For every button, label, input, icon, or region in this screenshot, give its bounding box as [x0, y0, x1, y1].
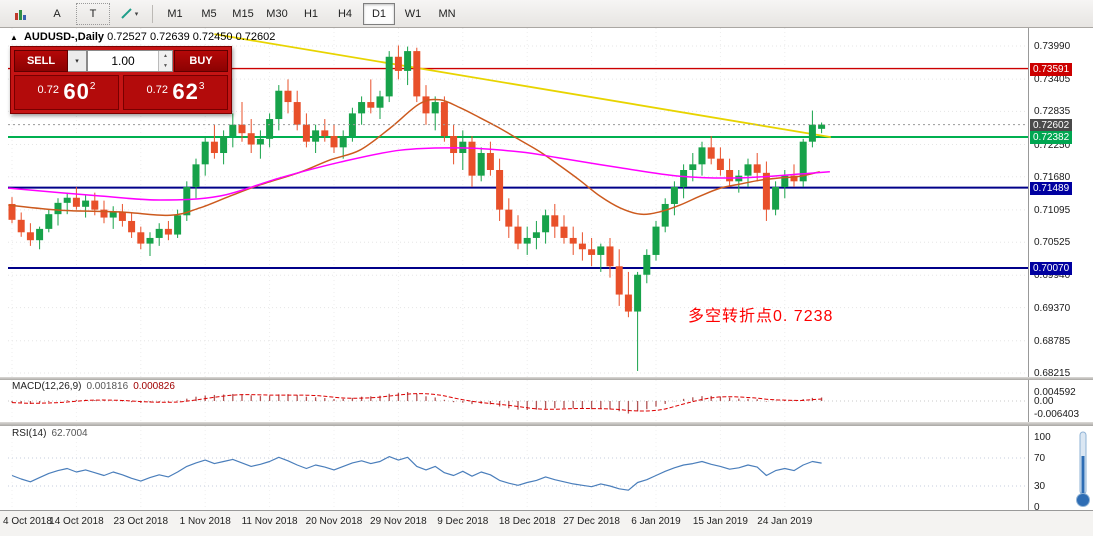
- dropdown-caret-icon: ▾: [134, 10, 139, 18]
- cursor-tool-button[interactable]: A: [53, 7, 61, 20]
- macd-canvas: [8, 380, 1028, 422]
- price-tag: 0.72382: [1030, 131, 1073, 145]
- macd-name: MACD(12,26,9): [12, 381, 82, 392]
- one-click-trading-panel: SELL ▾ 1.00 ▲ ▼ BUY 0.72 602 0.72 623: [10, 46, 232, 114]
- rsi-axis-label: 30: [1034, 481, 1046, 492]
- price-axis-label: 0.71680: [1034, 171, 1071, 183]
- timeframe-button-M15[interactable]: M15: [232, 7, 254, 20]
- price-annotation: 多空转折点0. 7238: [688, 308, 834, 325]
- buy-price-display[interactable]: 0.72 623: [123, 75, 228, 110]
- date-label: 24 Jan 2019: [757, 516, 813, 527]
- pane-splitter[interactable]: [0, 377, 1093, 380]
- chart-title: ▲ AUDUSD-,Daily 0.72527 0.72639 0.72450 …: [10, 31, 275, 43]
- timeframe-button-D1[interactable]: D1: [363, 2, 395, 25]
- rsi-axis-label: 70: [1034, 453, 1046, 464]
- macd-axis-label: 0.004592: [1034, 386, 1076, 398]
- timeframe-button-M1[interactable]: M1: [167, 7, 183, 20]
- timeframe-button-M30[interactable]: M30: [266, 7, 288, 20]
- toolbar-separator: [152, 4, 153, 23]
- volume-stepper[interactable]: ▲ ▼: [158, 51, 172, 71]
- price-axis-label: 0.73405: [1034, 74, 1071, 86]
- rsi-canvas: [8, 426, 1028, 510]
- date-label: 6 Jan 2019: [631, 516, 681, 527]
- timeframe-button-MN[interactable]: MN: [438, 7, 456, 20]
- rsi-axis-label: 100: [1034, 432, 1051, 443]
- date-label: 23 Oct 2018: [113, 516, 169, 527]
- thermometer-icon: [1076, 430, 1090, 515]
- macd-value-1: 0.001816: [86, 381, 129, 392]
- buy-price-big: 62: [172, 79, 199, 104]
- chart-arrow-icon: ▲: [10, 33, 18, 42]
- price-tag: 0.73591: [1030, 62, 1073, 76]
- date-label: 18 Dec 2018: [498, 516, 556, 527]
- sell-price-display[interactable]: 0.72 602: [14, 75, 119, 110]
- date-label: 20 Nov 2018: [305, 516, 363, 527]
- price-axis[interactable]: 0.73990 0.73405 0.72835 0.72250 0.71680 0.710…: [1028, 0, 1093, 535]
- buy-price-sup: 3: [198, 81, 205, 92]
- pane-splitter[interactable]: [0, 422, 1093, 426]
- price-axis-label: 0.68215: [1034, 367, 1071, 379]
- rsi-axis-label: 0: [1034, 502, 1040, 513]
- mini-chart-icon: [15, 9, 26, 20]
- ohlc-values: 0.72527 0.72639 0.72450 0.72602: [107, 31, 276, 43]
- date-label: 1 Nov 2018: [179, 516, 231, 527]
- date-label: 15 Jan 2019: [692, 516, 748, 527]
- draw-tool-button[interactable]: ▾: [112, 3, 146, 25]
- rsi-label: RSI(14) 62.7004: [12, 428, 88, 439]
- symbol-period-label: AUDUSD-,Daily: [23, 31, 105, 43]
- timeframe-button-H1[interactable]: H1: [303, 7, 319, 20]
- stepper-down-icon[interactable]: ▼: [159, 61, 172, 71]
- sell-price-big: 60: [63, 79, 90, 104]
- sell-price-sup: 2: [89, 81, 96, 92]
- price-tag: 0.71489: [1030, 181, 1073, 195]
- price-axis-label: 0.69370: [1034, 302, 1071, 314]
- stepper-up-icon[interactable]: ▲: [159, 51, 172, 61]
- text-tool-button[interactable]: T: [76, 2, 110, 25]
- timeframe-group: M1 M5 M15 M30 H1 H4 D1 W1 MN: [158, 2, 464, 25]
- chart-window-button[interactable]: [4, 3, 38, 25]
- date-label: 9 Dec 2018: [437, 516, 489, 527]
- timeframe-button-H4[interactable]: H4: [337, 7, 353, 20]
- macd-label: MACD(12,26,9) 0.001816 0.000826: [12, 381, 175, 392]
- rsi-name: RSI(14): [12, 428, 47, 439]
- volume-value: 1.00: [111, 54, 135, 68]
- price-axis-label: 0.73990: [1034, 41, 1071, 52]
- price-axis-border: [1028, 28, 1029, 510]
- trendline-tool-icon: [121, 8, 132, 19]
- price-axis-label: 0.71095: [1034, 204, 1071, 216]
- date-label: 11 Nov 2018: [241, 516, 298, 527]
- timeframe-button-W1[interactable]: W1: [404, 7, 422, 20]
- main-chart-canvas[interactable]: [8, 28, 1028, 377]
- time-axis[interactable]: 4 Oct 2018 14 Oct 2018 23 Oct 2018 1 Nov 20…: [0, 510, 1093, 536]
- price-axis-label: 0.70525: [1034, 237, 1071, 249]
- rsi-value: 62.7004: [51, 428, 88, 439]
- price-tag: 0.70070: [1030, 261, 1073, 275]
- timeframe-button-M5[interactable]: M5: [201, 7, 217, 20]
- date-label: 4 Oct 2018: [3, 516, 52, 527]
- volume-input[interactable]: 1.00 ▲ ▼: [87, 50, 173, 72]
- price-axis-label: 0.72250: [1034, 139, 1071, 151]
- sell-price-small: 0.72: [37, 84, 59, 96]
- sell-button[interactable]: SELL: [14, 50, 68, 72]
- macd-axis-label: 0.00: [1034, 396, 1054, 407]
- price-axis-label: 0.72835: [1034, 106, 1071, 118]
- date-label: 29 Nov 2018: [370, 516, 427, 527]
- price-axis-label: 0.68785: [1034, 335, 1071, 347]
- price-axis-label: 0.69940: [1034, 270, 1071, 282]
- price-tag: 0.72602: [1030, 118, 1073, 132]
- buy-button[interactable]: BUY: [174, 50, 228, 72]
- macd-value-2: 0.000826: [133, 381, 175, 392]
- toolbar: A T ▾ M1 M5 M15 M30 H1 H4 D1 W1 MN: [0, 0, 1093, 28]
- buy-price-small: 0.72: [146, 84, 168, 96]
- date-label: 14 Oct 2018: [49, 516, 104, 527]
- volume-dropdown-button[interactable]: ▾: [68, 50, 87, 72]
- date-label: 27 Dec 2018: [563, 516, 620, 527]
- macd-axis-label: -0.006403: [1034, 408, 1080, 420]
